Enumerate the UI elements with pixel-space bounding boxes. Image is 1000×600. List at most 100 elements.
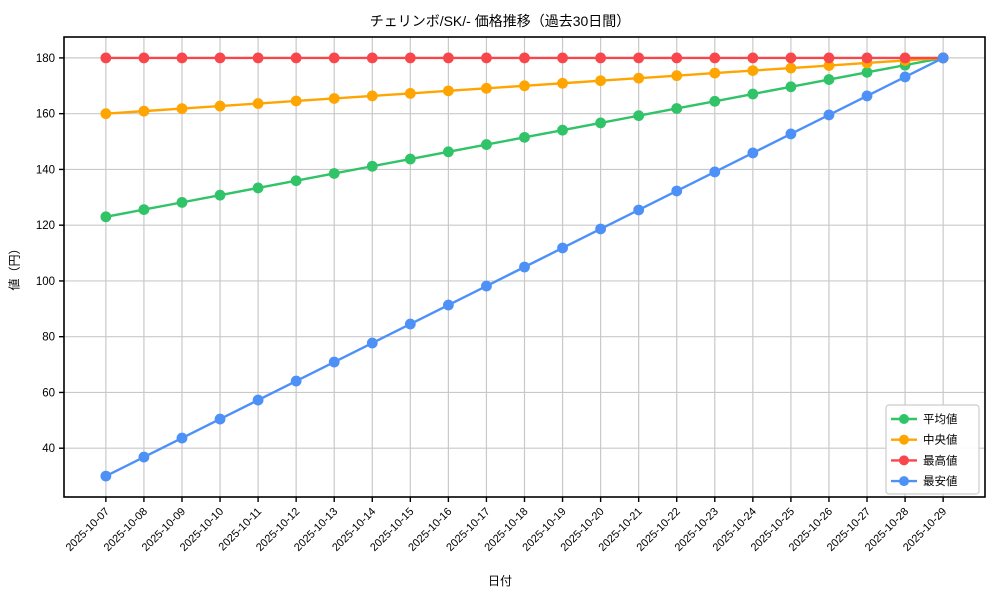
- series-marker-max: [481, 52, 492, 64]
- series-marker-min: [747, 147, 759, 159]
- y-tick-label: 80: [42, 332, 55, 344]
- series-marker-max: [442, 52, 454, 64]
- series-marker-min: [709, 166, 721, 178]
- series-marker-median: [442, 85, 454, 97]
- series-marker-median: [671, 70, 683, 82]
- plot-frame: [63, 36, 986, 498]
- series-marker-max: [747, 52, 759, 64]
- series-marker-max: [899, 52, 911, 64]
- y-tick-label: 180: [36, 53, 55, 65]
- legend-label-average: 平均値: [923, 413, 958, 426]
- legend-box: [885, 404, 980, 495]
- series-marker-max: [595, 52, 607, 64]
- series-marker-max: [709, 52, 721, 64]
- series-marker-max: [519, 52, 530, 64]
- series-marker-average: [709, 95, 721, 107]
- series-marker-average: [442, 146, 454, 158]
- series-marker-min: [633, 204, 645, 216]
- series-marker-average: [747, 88, 759, 100]
- series-marker-average: [519, 131, 530, 143]
- series-marker-median: [290, 95, 302, 107]
- series-marker-median: [633, 72, 645, 84]
- series-marker-average: [176, 196, 188, 208]
- series-marker-median: [747, 65, 759, 76]
- series-marker-min: [937, 52, 949, 64]
- series-marker-max: [823, 52, 835, 64]
- series-marker-max: [633, 52, 645, 64]
- series-marker-max: [176, 52, 188, 64]
- series-marker-min: [138, 451, 150, 463]
- series-marker-average: [557, 124, 568, 136]
- series-marker-max: [138, 52, 150, 64]
- y-tick-label: 60: [42, 387, 55, 399]
- series-marker-average: [366, 160, 378, 172]
- series-marker-average: [252, 182, 264, 194]
- legend-marker-max: [899, 455, 909, 466]
- series-marker-median: [709, 67, 721, 79]
- series-marker-max: [328, 52, 340, 64]
- series-marker-median: [481, 82, 492, 94]
- chart-title: チェリンボ/SK/- 価格推移（過去30日間）: [369, 13, 631, 29]
- series-marker-max: [100, 52, 112, 64]
- series-marker-average: [785, 81, 797, 93]
- series-marker-average: [100, 211, 112, 223]
- y-tick-label: 40: [42, 443, 55, 455]
- series-marker-average: [214, 189, 226, 201]
- y-tick-label: 140: [36, 164, 55, 176]
- series-marker-median: [100, 108, 112, 120]
- series-marker-min: [252, 394, 264, 406]
- series-marker-median: [595, 75, 607, 87]
- series-marker-max: [671, 52, 683, 64]
- series-marker-average: [823, 74, 835, 85]
- series-marker-min: [100, 470, 112, 482]
- series-marker-min: [404, 318, 416, 330]
- series-marker-median: [404, 87, 416, 99]
- series-marker-max: [557, 52, 568, 64]
- series-marker-average: [671, 103, 683, 114]
- legend-label-median: 中央値: [923, 434, 958, 447]
- legend-marker-min: [899, 476, 909, 487]
- series-marker-median: [252, 98, 264, 109]
- series-marker-min: [671, 185, 683, 197]
- series-marker-average: [633, 110, 645, 122]
- series-marker-median: [138, 105, 150, 117]
- series-marker-median: [366, 90, 378, 102]
- series-marker-median: [176, 103, 188, 114]
- y-tick-label: 100: [36, 276, 55, 288]
- series-marker-average: [138, 204, 150, 215]
- series-marker-min: [481, 280, 492, 292]
- y-tick-label: 120: [36, 220, 55, 232]
- series-marker-median: [557, 77, 568, 89]
- series-marker-min: [214, 413, 226, 425]
- legend-label-max: 最高値: [923, 453, 958, 467]
- series-marker-median: [519, 80, 530, 92]
- series-marker-min: [823, 109, 835, 121]
- series-marker-min: [785, 128, 797, 140]
- series-marker-average: [290, 175, 302, 187]
- legend-label-min: 最安値: [923, 474, 958, 488]
- series-marker-max: [785, 52, 797, 64]
- series-marker-max: [214, 52, 226, 64]
- series-marker-min: [557, 242, 568, 254]
- series-marker-max: [252, 52, 264, 64]
- series-marker-min: [328, 356, 340, 368]
- series-marker-median: [214, 100, 226, 112]
- series-marker-average: [328, 168, 340, 179]
- series-marker-min: [290, 375, 302, 387]
- series-marker-max: [366, 52, 378, 64]
- series-marker-median: [785, 62, 797, 74]
- series-marker-min: [861, 90, 873, 102]
- legend-marker-average: [899, 414, 909, 424]
- series-marker-min: [366, 337, 378, 349]
- series-marker-average: [404, 153, 416, 165]
- series-marker-min: [176, 432, 188, 444]
- series-marker-max: [861, 52, 873, 64]
- series-marker-average: [481, 139, 492, 150]
- x-axis-label: 日付: [487, 574, 512, 588]
- series-marker-min: [595, 223, 607, 235]
- series-marker-min: [899, 71, 911, 83]
- series-marker-min: [519, 261, 530, 273]
- series-marker-max: [404, 52, 416, 64]
